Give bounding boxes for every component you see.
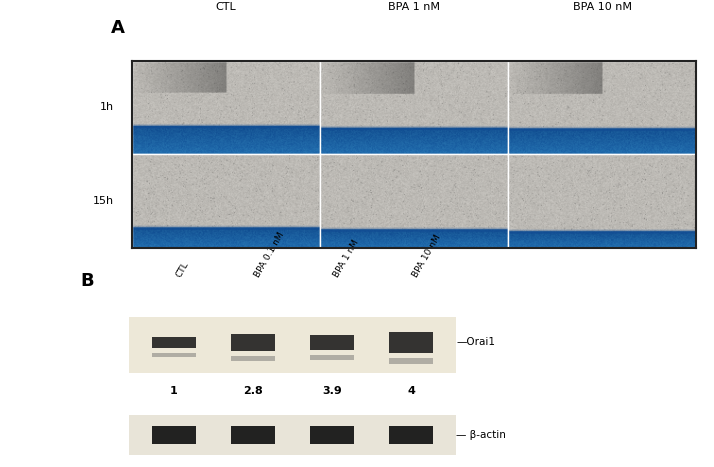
- Bar: [311, 426, 353, 444]
- Bar: [389, 333, 433, 353]
- Bar: [129, 317, 456, 374]
- Bar: [152, 426, 196, 444]
- Text: 1: 1: [170, 386, 178, 396]
- Bar: [152, 337, 196, 348]
- Text: A: A: [111, 19, 124, 37]
- Text: 15h: 15h: [93, 196, 114, 206]
- Text: BPA 0.1 nM: BPA 0.1 nM: [253, 230, 286, 279]
- Bar: [389, 358, 433, 364]
- Text: BPA 10 nM: BPA 10 nM: [411, 233, 443, 279]
- Bar: [231, 334, 275, 351]
- Text: —Orai1: —Orai1: [456, 338, 496, 347]
- Text: BPA 1 nM: BPA 1 nM: [332, 238, 361, 279]
- Bar: [231, 356, 275, 361]
- Text: 4: 4: [407, 386, 415, 396]
- Text: B: B: [81, 272, 94, 290]
- Text: CTL: CTL: [216, 2, 236, 12]
- Text: BPA 1 nM: BPA 1 nM: [388, 2, 440, 12]
- Text: 2.8: 2.8: [243, 386, 263, 396]
- Bar: [129, 415, 456, 455]
- Text: CTL: CTL: [174, 260, 190, 279]
- Text: 1h: 1h: [100, 102, 114, 113]
- Text: — β-actin: — β-actin: [456, 430, 506, 440]
- Text: 3.9: 3.9: [322, 386, 342, 396]
- Bar: [389, 426, 433, 444]
- Bar: [152, 353, 196, 357]
- Bar: [311, 355, 353, 360]
- Text: BPA 10 nM: BPA 10 nM: [573, 2, 632, 12]
- Bar: [231, 426, 275, 444]
- Bar: [311, 335, 353, 350]
